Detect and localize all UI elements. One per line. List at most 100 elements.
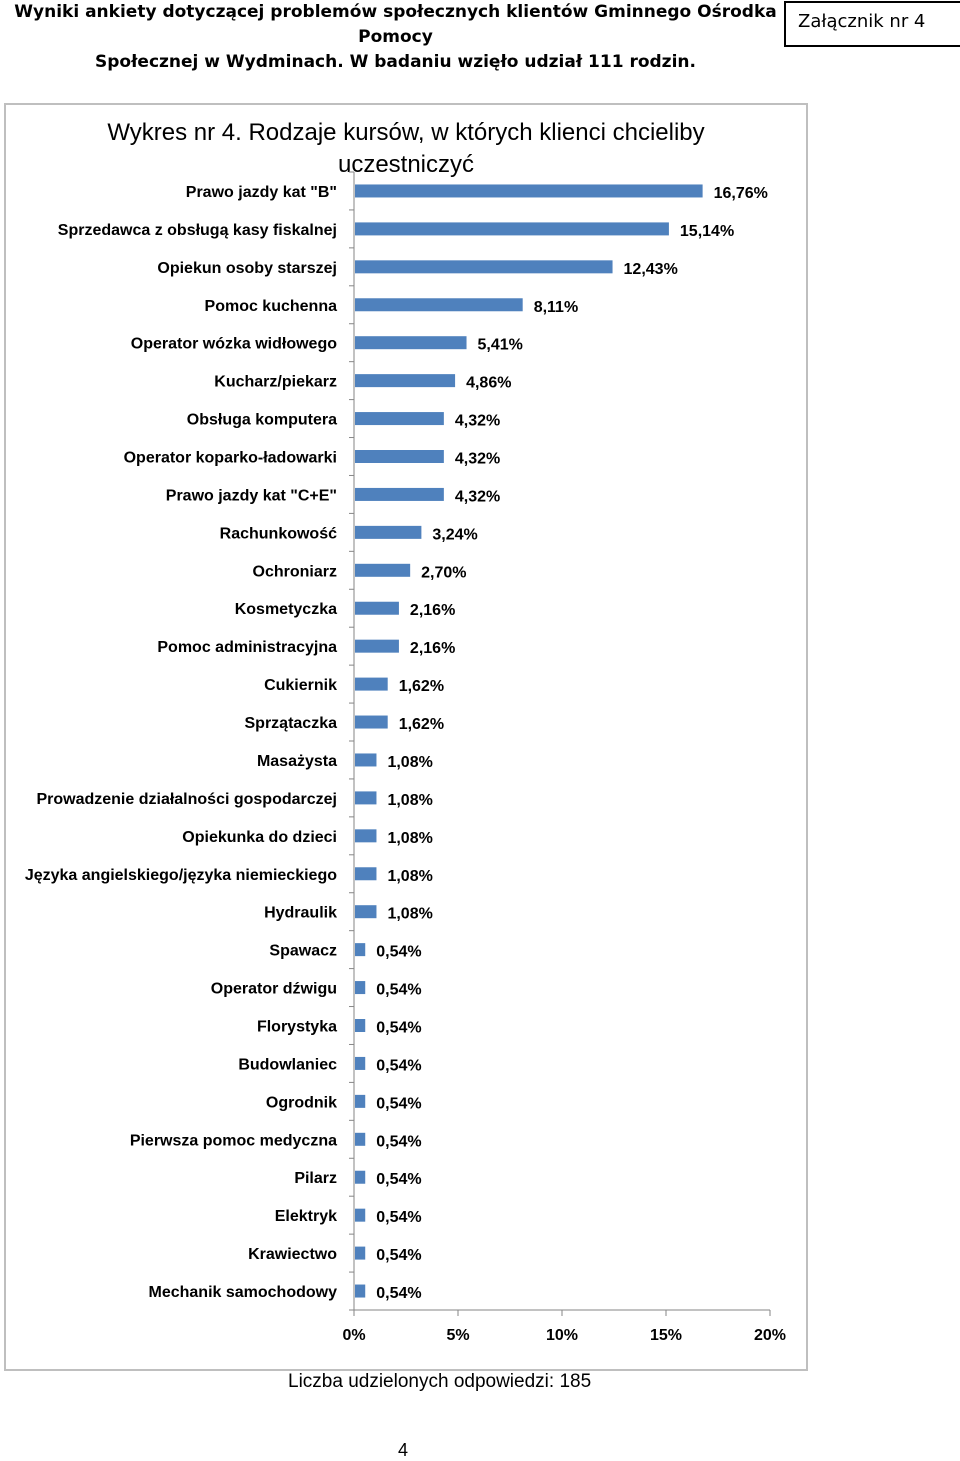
category-label: Kucharz/piekarz: [214, 374, 337, 391]
bar: [355, 905, 377, 919]
data-label: 0,54%: [376, 982, 421, 999]
data-label: 0,54%: [376, 944, 421, 961]
attachment-label: Załącznik nr 4: [798, 11, 926, 32]
data-label: 4,86%: [466, 375, 511, 392]
data-label: 0,54%: [376, 1020, 421, 1037]
category-label: Mechanik samochodowy: [149, 1284, 338, 1301]
category-label: Prowadzenie działalności gospodarczej: [36, 791, 337, 808]
category-label: Sprzątaczka: [245, 715, 338, 732]
bar: [355, 412, 444, 426]
data-label: 0,54%: [376, 1171, 421, 1188]
category-label: Operator dźwigu: [211, 981, 337, 998]
bar: [355, 867, 377, 881]
category-label: Ochroniarz: [253, 563, 337, 580]
chart-frame: [4, 103, 808, 1371]
data-label: 4,32%: [455, 451, 500, 468]
category-label: Elektryk: [275, 1208, 337, 1225]
chart-title: Wykres nr 4. Rodzaje kursów, w których k…: [40, 117, 772, 181]
bar: [355, 184, 703, 198]
x-axis-tick-label: 0%: [342, 1327, 365, 1344]
data-label: 0,54%: [376, 1247, 421, 1264]
bar: [355, 943, 366, 957]
data-label: 2,16%: [410, 602, 455, 619]
data-label: 15,14%: [680, 223, 734, 240]
bar: [355, 1056, 366, 1070]
category-label: Opiekunka do dzieci: [182, 829, 337, 846]
bar: [355, 677, 388, 691]
bar: [355, 336, 467, 350]
attachment-box: [784, 1, 960, 47]
x-axis-tick-label: 15%: [650, 1327, 682, 1344]
category-label: Opiekun osoby starszej: [157, 260, 337, 277]
category-label: Krawiectwo: [248, 1246, 337, 1263]
data-label: 5,41%: [478, 337, 523, 354]
bar: [355, 1246, 366, 1260]
category-label: Cukiernik: [264, 677, 337, 694]
responses-count-note: Liczba udzielonych odpowiedzi: 185: [288, 1371, 592, 1392]
category-label: Operator koparko-ładowarki: [124, 450, 337, 467]
category-label: Pomoc administracyjna: [157, 639, 337, 656]
data-label: 12,43%: [624, 261, 678, 278]
bar: [355, 715, 388, 729]
category-label: Prawo jazdy kat "B": [186, 184, 337, 201]
bar: [355, 525, 422, 539]
category-label: Ogrodnik: [266, 1094, 337, 1111]
bar: [355, 981, 366, 995]
x-axis-tick-label: 20%: [754, 1327, 786, 1344]
data-label: 0,54%: [376, 1057, 421, 1074]
bar: [355, 791, 377, 805]
data-label: 0,54%: [376, 1209, 421, 1226]
bar: [355, 601, 399, 615]
bar: [355, 829, 377, 843]
data-label: 4,32%: [455, 413, 500, 430]
bar: [355, 1170, 366, 1184]
report-header-line-2: Społecznej w Wydminach. W badaniu wzięło…: [95, 52, 696, 72]
category-label: Sprzedawca z obsługą kasy fiskalnej: [58, 222, 337, 239]
data-label: 3,24%: [432, 526, 477, 543]
bar: [355, 222, 669, 236]
bar: [355, 450, 444, 463]
category-label: Rachunkowość: [220, 525, 337, 542]
category-label: Florystyka: [257, 1019, 337, 1036]
data-label: 1,08%: [387, 830, 432, 847]
report-header-line-1: Wyniki ankiety dotyczącej problemów społ…: [14, 2, 777, 47]
bar: [355, 374, 456, 388]
data-label: 4,32%: [455, 488, 500, 505]
bar: [355, 563, 411, 577]
bar: [355, 487, 444, 501]
data-label: 0,54%: [376, 1285, 421, 1302]
category-label: Obsługa komputera: [187, 412, 337, 429]
data-label: 1,62%: [399, 678, 444, 695]
bar: [355, 753, 377, 767]
data-label: 0,54%: [376, 1133, 421, 1150]
data-label: 1,08%: [387, 906, 432, 923]
data-label: 2,16%: [410, 640, 455, 657]
page-number: 4: [398, 1440, 409, 1460]
category-label: Operator wózka widłowego: [131, 336, 337, 353]
category-label: Prawo jazdy kat "C+E": [166, 487, 337, 504]
x-axis-tick-label: 10%: [546, 1327, 578, 1344]
bar: [355, 260, 613, 274]
chart-title-line-1: Wykres nr 4. Rodzaje kursów, w których k…: [107, 119, 705, 146]
bar: [355, 298, 523, 312]
category-label: Budowlaniec: [238, 1056, 337, 1073]
bar: [355, 1284, 366, 1298]
data-label: 1,62%: [399, 716, 444, 733]
category-label: Hydraulik: [264, 905, 337, 922]
bar: [355, 1094, 366, 1108]
category-label: Pierwsza pomoc medyczna: [130, 1132, 337, 1149]
data-label: 1,08%: [387, 754, 432, 771]
chart-title-line-2: uczestniczyć: [337, 151, 475, 178]
bar: [355, 1208, 366, 1222]
bar: [355, 639, 399, 653]
bar: [355, 1132, 366, 1146]
data-label: 0,54%: [376, 1095, 421, 1112]
category-label: Pilarz: [294, 1170, 337, 1187]
bar: [355, 1019, 366, 1032]
category-label: Pomoc kuchenna: [205, 298, 338, 315]
category-label: Masażysta: [257, 753, 337, 770]
category-label: Spawacz: [269, 943, 337, 960]
data-label: 1,08%: [387, 868, 432, 885]
category-label: Kosmetyczka: [235, 601, 337, 618]
